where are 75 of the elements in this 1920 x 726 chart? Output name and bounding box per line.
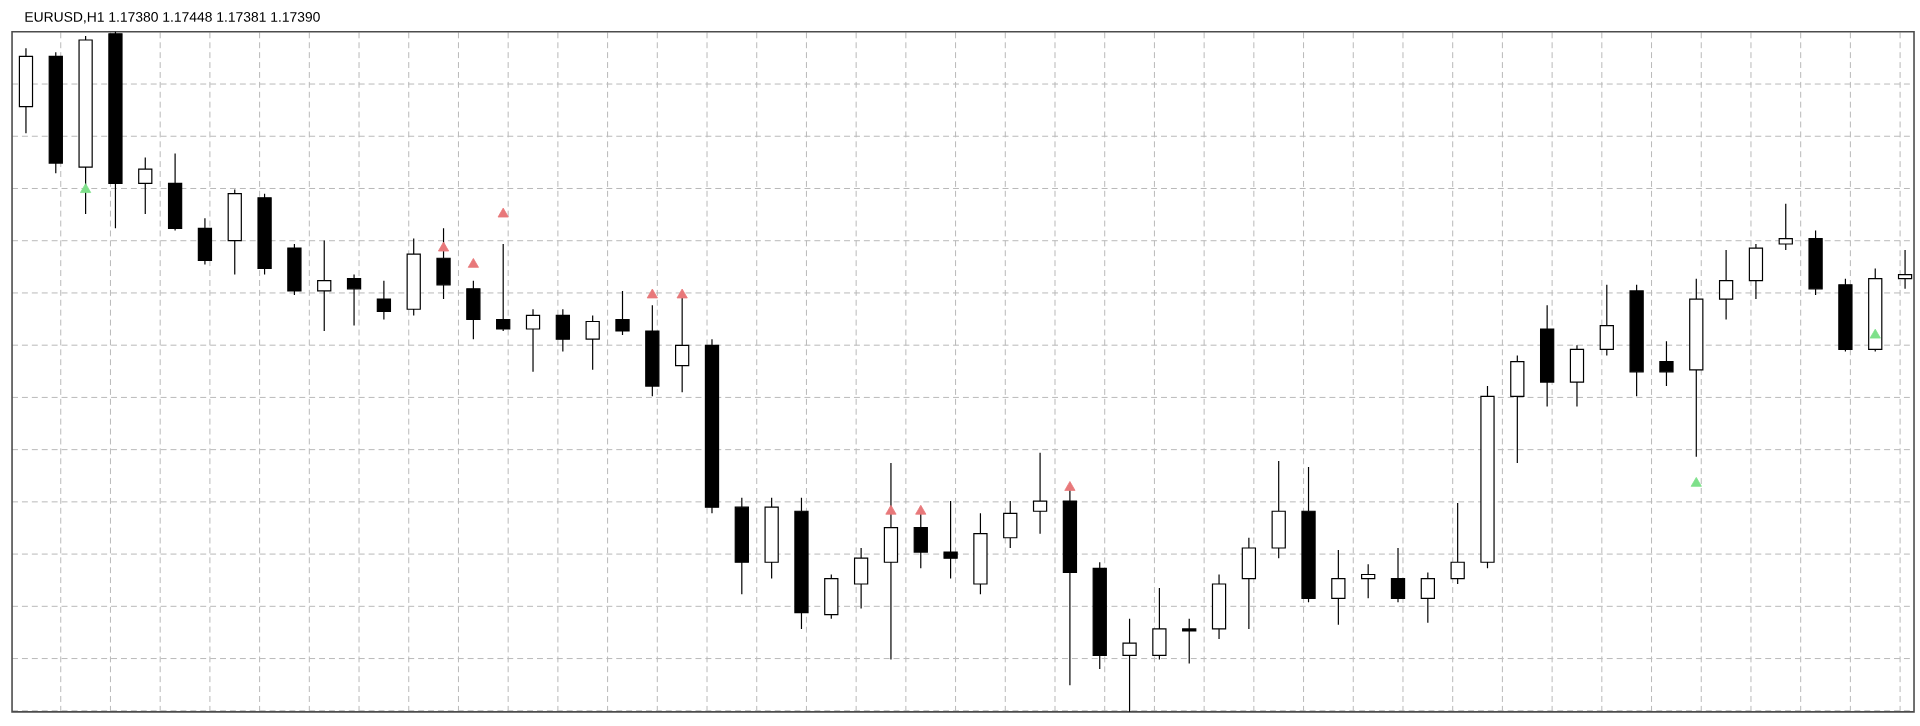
candlestick xyxy=(167,153,183,232)
candlestick xyxy=(18,47,34,134)
candlestick xyxy=(48,51,63,174)
candlestick xyxy=(1122,618,1137,713)
candlestick xyxy=(317,240,332,332)
candlestick xyxy=(197,217,213,266)
candlestick xyxy=(1868,267,1883,353)
candlestick xyxy=(287,243,302,296)
point xyxy=(1869,328,1881,339)
candlestick xyxy=(1301,466,1316,604)
candlestick xyxy=(1480,385,1495,570)
candlestick xyxy=(764,497,779,580)
candlestick xyxy=(1599,284,1614,357)
point xyxy=(915,505,927,515)
candlestick xyxy=(645,304,660,398)
candlestick xyxy=(675,290,690,393)
candlestick xyxy=(1659,340,1674,387)
candlestick xyxy=(853,547,869,610)
candlestick xyxy=(138,157,153,215)
candlestick xyxy=(1808,229,1823,296)
candlestick xyxy=(1420,571,1435,624)
point xyxy=(438,241,450,252)
point xyxy=(1690,477,1702,487)
point xyxy=(80,183,92,194)
candlestick xyxy=(1152,587,1167,661)
candlestick xyxy=(1361,563,1376,599)
candlestick xyxy=(1182,618,1197,665)
candlestick xyxy=(466,280,481,340)
candlestick xyxy=(585,314,600,371)
candlestick xyxy=(1241,537,1257,630)
candlestick xyxy=(1271,460,1286,559)
candlestick xyxy=(525,308,541,373)
candlestick xyxy=(1838,278,1853,353)
candlestick xyxy=(227,189,242,276)
candlestick xyxy=(1629,284,1644,398)
candlestick xyxy=(1569,344,1585,408)
candlestick xyxy=(1689,278,1704,458)
candlestick xyxy=(1390,547,1406,604)
candlestick xyxy=(1510,355,1525,464)
candlestick xyxy=(704,338,720,514)
point xyxy=(467,258,479,268)
candlestick xyxy=(496,243,511,332)
candlestick xyxy=(78,35,93,215)
point xyxy=(497,207,509,218)
candlestick xyxy=(883,462,899,661)
candlestick xyxy=(1211,573,1227,640)
candlestick xyxy=(1897,249,1913,290)
candlestick xyxy=(1450,502,1465,585)
candlestick xyxy=(1032,452,1048,535)
candlestick xyxy=(555,308,571,353)
candlestick xyxy=(973,512,988,595)
candlestick xyxy=(1003,500,1018,549)
candlestick xyxy=(346,274,362,327)
candlestick xyxy=(734,497,749,595)
candlestick xyxy=(1778,203,1793,251)
point xyxy=(646,288,658,299)
candlestick xyxy=(1092,561,1107,670)
candlestick xyxy=(436,227,451,300)
candlestick xyxy=(1718,249,1734,321)
candlestick xyxy=(824,573,839,620)
candlestick xyxy=(1331,549,1346,626)
candlestick xyxy=(406,238,421,317)
candlestick xyxy=(615,290,630,336)
candlestick xyxy=(1539,304,1555,408)
candlestick xyxy=(913,506,928,570)
candlestick xyxy=(257,193,272,276)
candlestick xyxy=(1748,243,1764,300)
candlestick xyxy=(1062,482,1078,687)
candlestick xyxy=(376,280,392,321)
candlestick xyxy=(943,500,958,580)
point xyxy=(885,505,897,515)
point xyxy=(1064,481,1076,491)
point xyxy=(676,288,688,299)
candlestick xyxy=(794,497,809,630)
candlestick xyxy=(108,31,123,230)
